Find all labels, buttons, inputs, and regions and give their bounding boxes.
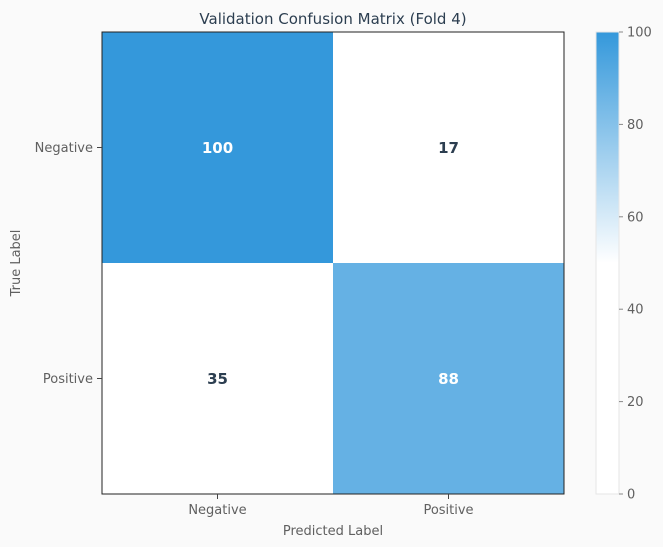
- x-tick-label: Negative: [188, 503, 246, 518]
- chart-title: Validation Confusion Matrix (Fold 4): [199, 10, 466, 28]
- x-tick-label: Positive: [423, 503, 473, 518]
- heatmap-cells: 100 17 35 88: [102, 32, 564, 494]
- cell-value-label: 17: [438, 139, 459, 157]
- colorbar-tick-label: 60: [627, 210, 644, 225]
- y-tick-label: Positive: [43, 372, 93, 387]
- y-tick-labels: Negative Positive: [35, 141, 102, 387]
- y-tick-label: Negative: [35, 141, 93, 156]
- heatmap-cell: [102, 263, 333, 494]
- colorbar-tick-label: 40: [627, 303, 644, 318]
- colorbar-ticks: 0 20 40 60 80 100: [619, 26, 652, 503]
- plot-frame: [101, 31, 565, 495]
- cell-value-label: 88: [438, 370, 459, 388]
- heatmap-cell: [333, 263, 564, 494]
- x-tick-labels: Negative Positive: [188, 494, 474, 518]
- cell-value-label: 100: [202, 139, 233, 157]
- colorbar-tick-label: 80: [627, 118, 644, 133]
- heatmap-cell: [102, 32, 333, 263]
- cell-value-label: 35: [207, 370, 228, 388]
- y-axis-label: True Label: [9, 230, 24, 298]
- x-axis-label: Predicted Label: [283, 524, 383, 539]
- colorbar: [595, 31, 620, 495]
- colorbar-tick-label: 0: [627, 488, 635, 503]
- colorbar-tick-label: 20: [627, 395, 644, 410]
- heatmap-cell: [333, 32, 564, 263]
- colorbar-tick-label: 100: [627, 26, 652, 41]
